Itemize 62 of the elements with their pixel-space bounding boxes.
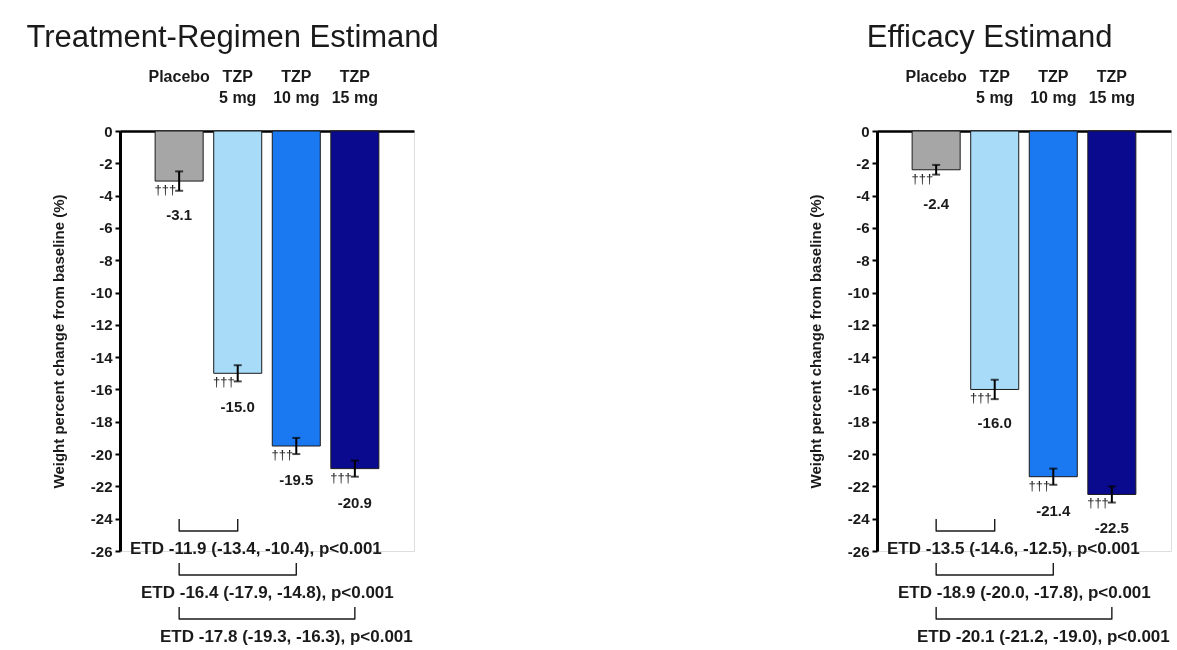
data-label: -15.0 [220,398,255,416]
y-tick-label: -10 [847,284,870,302]
text: ETD -16.4 (-17.9, -14.8), p<0.001 [141,583,394,602]
annotation: ETD -11.9 (-13.4, -10.4), p<0.001 [130,539,382,558]
x-tick-label: TZP 5 mg [219,67,257,106]
data-label: -2.4 [923,194,950,212]
y-axis-title: Weight percent change from baseline (%) [806,194,824,489]
data-label: -16.0 [977,414,1012,432]
y-tick-label: -20 [847,445,870,463]
text: ETD -20.1 (-21.2, -19.0), p<0.001 [917,627,1170,646]
annotation: ††† [213,374,235,390]
y-axis-title: Weight percent change from baseline (%) [49,194,67,489]
chart-title: Treatment-Regimen Estimand [26,19,439,54]
y-tick-label: -12 [90,316,113,334]
y-tick-label: -24 [90,510,114,528]
y-tick-label: -8 [856,251,870,269]
text: ETD -17.8 (-19.3, -16.3), p<0.001 [160,627,413,646]
annotation: ETD -13.5 (-14.6, -12.5), p<0.001 [887,539,1140,558]
y-tick-label: -18 [90,413,113,431]
y-tick-label: -4 [856,187,871,205]
y-tick-label: -2 [99,154,113,172]
y-tick-label: -10 [90,284,113,302]
y-tick-label: -22 [847,477,870,495]
data-label: -22.5 [1094,519,1129,537]
y-tick-label: -14 [90,348,114,366]
y-tick-label: -26 [90,542,113,560]
annotation: ††† [911,170,934,186]
annotation: ††† [1028,477,1051,493]
y-tick-label: -16 [90,380,113,398]
data-label: -21.4 [1036,501,1072,519]
text: ETD -18.9 (-20.0, -17.8), p<0.001 [898,583,1151,602]
y-tick-label: -18 [847,413,870,431]
chart-title: Efficacy Estimand [866,19,1113,54]
y-tick-label: -4 [99,187,114,205]
x-tick-label: TZP 10 mg [273,67,320,106]
y-tick-label: -26 [847,542,870,560]
y-tick-label: -2 [856,154,870,172]
data-label: -19.5 [279,471,314,488]
x-tick-label: TZP 15 mg [1088,67,1135,106]
annotation: ††† [1087,495,1109,511]
annotation: ††† [970,390,992,406]
annotation: ††† [271,447,294,462]
y-tick-label: 0 [861,122,870,140]
x-tick-label: Placebo [905,67,968,85]
y-tick-label: -20 [90,445,113,463]
y-tick-label: -6 [99,219,113,237]
y-tick-label: -6 [856,219,870,237]
annotation: ††† [154,182,177,198]
y-tick-label: 0 [104,122,113,140]
y-tick-label: -16 [847,380,870,398]
y-tick-label: -8 [99,251,113,269]
x-tick-label: TZP 10 mg [1030,67,1077,106]
x-tick-label: TZP 5 mg [976,67,1014,106]
x-tick-label: TZP 15 mg [331,67,378,106]
x-tick-label: Placebo [148,67,211,85]
y-tick-label: -22 [90,477,113,495]
data-label: -20.9 [337,493,372,511]
y-tick-label: -12 [847,316,870,334]
data-label: -3.1 [166,206,193,224]
y-tick-label: -14 [847,348,871,366]
y-tick-label: -24 [847,510,871,528]
annotation: ††† [330,469,352,485]
